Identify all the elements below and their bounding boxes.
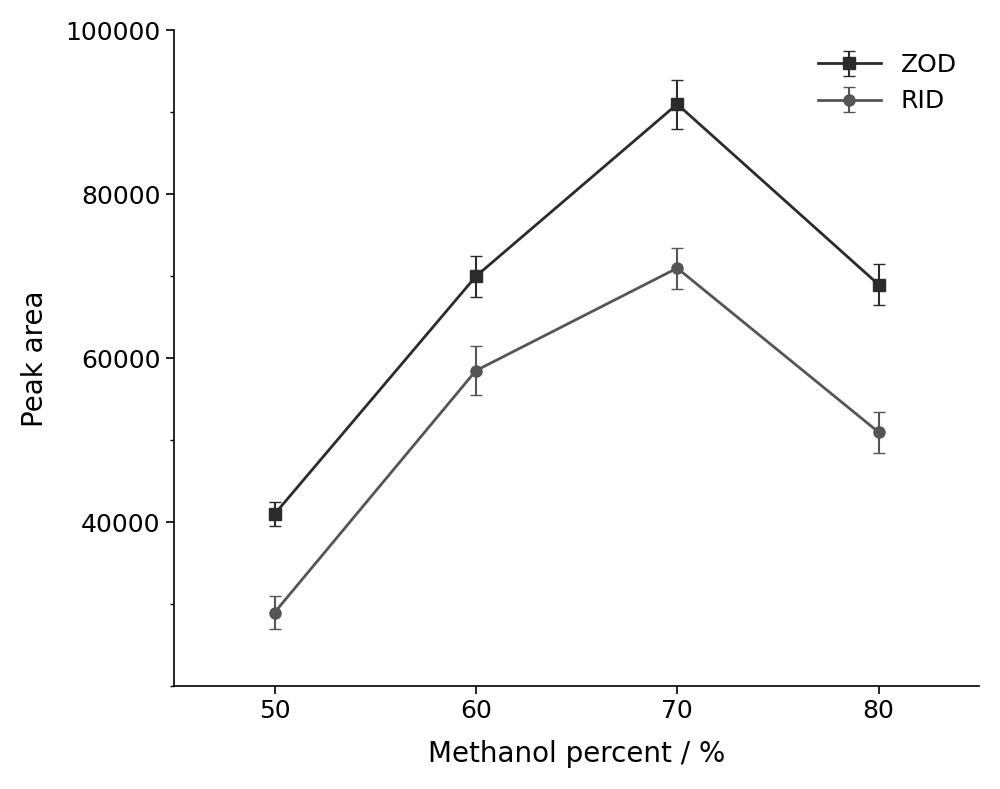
Legend: ZOD, RID: ZOD, RID	[808, 43, 967, 123]
Y-axis label: Peak area: Peak area	[21, 290, 49, 427]
X-axis label: Methanol percent / %: Methanol percent / %	[428, 740, 725, 768]
